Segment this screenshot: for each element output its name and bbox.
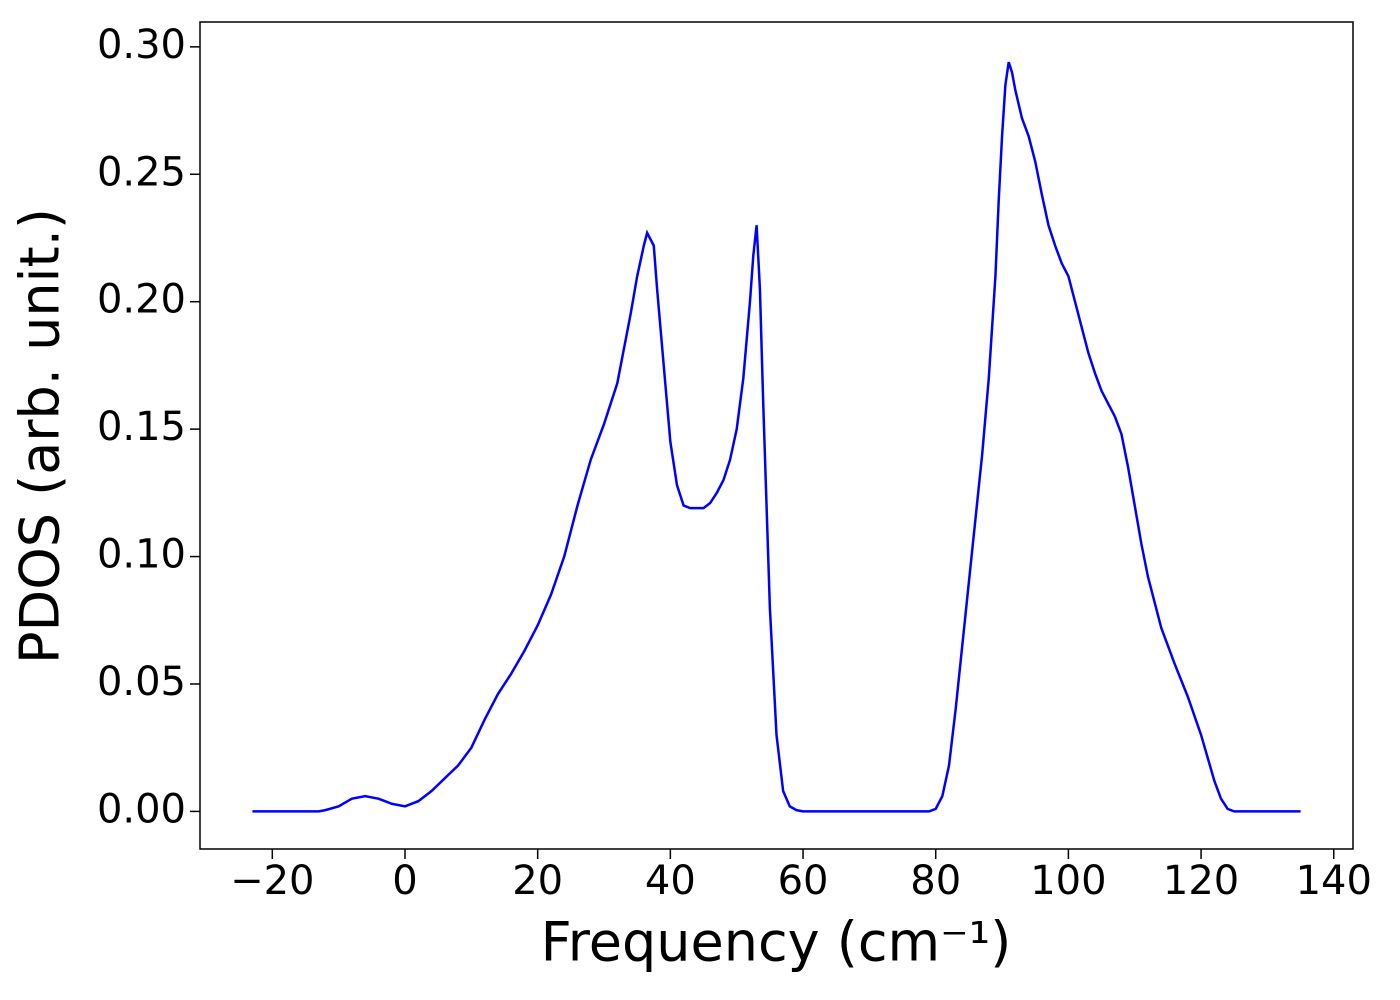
y-tick-label: 0.25 <box>97 149 186 195</box>
x-tick-label: 20 <box>512 858 563 904</box>
y-tick-label: 0.10 <box>97 532 186 578</box>
data-line <box>252 61 1301 813</box>
y-axis-label: PDOS (arb. unit.) <box>9 208 72 664</box>
y-tick-label: 0.00 <box>97 786 186 832</box>
x-tick-label: −20 <box>230 858 314 904</box>
y-tick-label: 0.30 <box>97 22 186 68</box>
x-tick-label: 120 <box>1163 858 1239 904</box>
x-tick-label: 0 <box>392 858 417 904</box>
x-tick-label: 40 <box>645 858 696 904</box>
x-tick-label: 60 <box>778 858 829 904</box>
x-axis-label: Frequency (cm⁻¹) <box>541 911 1012 974</box>
y-tick-label: 0.15 <box>97 404 186 450</box>
x-tick-label: 100 <box>1030 858 1106 904</box>
x-tick-label: 140 <box>1296 858 1372 904</box>
y-tick-label: 0.05 <box>97 659 186 705</box>
x-tick-label: 80 <box>910 858 961 904</box>
y-tick-label: 0.20 <box>97 277 186 323</box>
plot-frame <box>199 21 1354 850</box>
